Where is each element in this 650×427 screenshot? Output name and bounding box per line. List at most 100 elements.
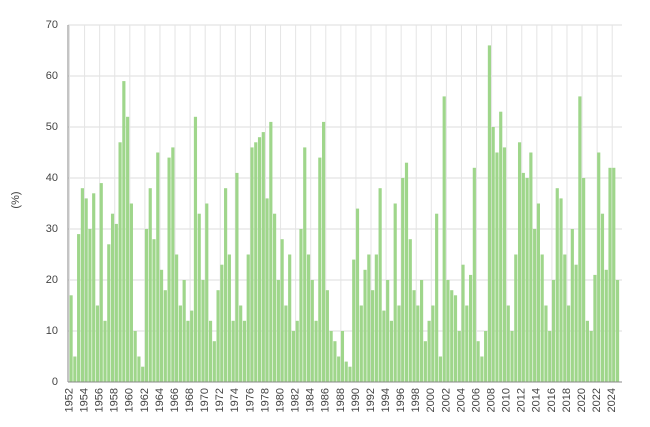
x-tick-label: 1960 xyxy=(124,388,136,412)
x-tick-label: 2010 xyxy=(501,388,513,412)
bar xyxy=(604,269,608,382)
bar xyxy=(193,116,198,383)
x-tick-label: 1998 xyxy=(410,388,422,412)
bar xyxy=(348,366,352,382)
y-tick-label: 50 xyxy=(46,121,58,133)
bar xyxy=(408,239,412,382)
y-tick-label: 30 xyxy=(46,223,58,235)
bar xyxy=(401,178,405,382)
bar xyxy=(461,264,465,382)
bar xyxy=(212,341,216,382)
x-tick-label: 1970 xyxy=(199,388,211,412)
x-tick-label: 1966 xyxy=(169,388,181,412)
bar xyxy=(499,111,503,382)
bar xyxy=(457,331,461,382)
bar xyxy=(99,183,103,382)
bar xyxy=(273,213,277,382)
y-tick-label: 60 xyxy=(46,70,58,82)
bar xyxy=(269,121,273,383)
bar xyxy=(476,341,480,382)
bar xyxy=(438,356,443,382)
bar xyxy=(310,280,314,382)
x-tick-label: 2000 xyxy=(425,388,437,412)
bar xyxy=(144,229,149,382)
bar xyxy=(544,305,548,382)
bar xyxy=(374,254,378,382)
bar xyxy=(344,361,348,382)
bar xyxy=(363,269,367,382)
y-tick-label: 20 xyxy=(46,274,58,286)
bar xyxy=(615,280,620,382)
x-tick-label: 1978 xyxy=(259,388,271,412)
bar xyxy=(205,203,209,382)
bar xyxy=(80,188,84,382)
bar xyxy=(359,305,363,382)
bar xyxy=(435,213,439,382)
bar xyxy=(276,280,280,382)
bar xyxy=(389,320,394,382)
bar xyxy=(333,341,337,382)
bar xyxy=(337,356,341,382)
bar xyxy=(517,142,522,382)
x-tick-label: 1994 xyxy=(380,388,392,412)
bar xyxy=(465,305,469,382)
x-tick-label: 1964 xyxy=(154,388,166,412)
bar xyxy=(152,239,156,382)
x-tick-label: 2014 xyxy=(531,388,543,412)
bar xyxy=(367,254,371,382)
bar xyxy=(246,254,250,382)
bar xyxy=(163,290,167,382)
bar xyxy=(582,178,586,382)
bar xyxy=(450,290,454,382)
bar xyxy=(566,305,571,382)
x-tick-label: 1980 xyxy=(274,388,286,412)
x-tick-label: 1992 xyxy=(365,388,377,412)
bar xyxy=(141,366,145,382)
bar xyxy=(472,167,476,382)
bar xyxy=(322,121,326,383)
x-tick-label: 2022 xyxy=(591,388,603,412)
bar xyxy=(589,331,593,382)
bar xyxy=(340,331,345,382)
x-tick-label: 1972 xyxy=(214,388,226,412)
bar xyxy=(291,331,296,382)
bar xyxy=(171,147,175,382)
x-tick-label: 1996 xyxy=(395,388,407,412)
bar xyxy=(578,96,582,383)
x-tick-label: 1956 xyxy=(94,388,106,412)
bar xyxy=(257,137,262,382)
y-tick-label: 40 xyxy=(46,172,58,184)
x-tick-label: 2012 xyxy=(516,388,528,412)
bar xyxy=(404,162,409,382)
bar xyxy=(502,147,507,382)
bar xyxy=(563,254,567,382)
bar xyxy=(280,239,284,382)
bar xyxy=(159,269,164,382)
bar xyxy=(570,229,574,382)
bar xyxy=(92,193,96,382)
bar xyxy=(303,147,307,382)
bar xyxy=(110,213,115,382)
bar xyxy=(419,280,424,382)
bar xyxy=(306,254,311,382)
bar xyxy=(197,213,201,382)
bar xyxy=(224,188,228,382)
bar xyxy=(107,244,111,382)
bar xyxy=(220,264,224,382)
bar xyxy=(597,152,601,382)
bar xyxy=(412,290,416,382)
bar xyxy=(175,254,179,382)
x-tick-label: 1962 xyxy=(139,388,151,412)
bar xyxy=(186,320,190,382)
bar xyxy=(529,152,533,382)
bar xyxy=(284,305,288,382)
bar xyxy=(129,203,133,382)
bar xyxy=(491,127,495,382)
bar xyxy=(352,259,356,382)
bar xyxy=(235,172,239,382)
bar xyxy=(559,198,563,382)
bar xyxy=(548,331,552,382)
bar xyxy=(126,116,130,383)
y-tick-label: 0 xyxy=(52,376,58,388)
x-tick-label: 2020 xyxy=(576,388,588,412)
